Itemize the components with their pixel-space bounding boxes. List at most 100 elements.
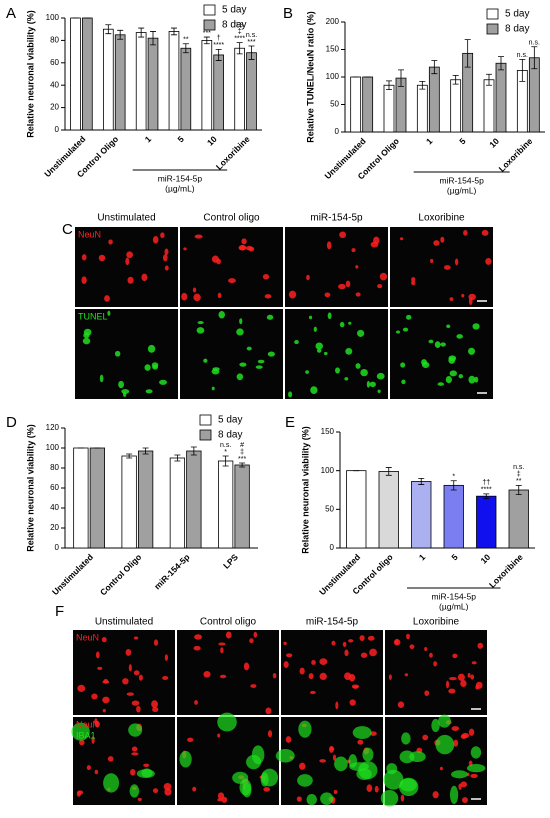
micrograph bbox=[75, 309, 178, 399]
cell bbox=[296, 796, 302, 802]
error-bar bbox=[105, 24, 112, 35]
cell bbox=[468, 297, 473, 305]
cell bbox=[82, 337, 91, 345]
error-bar bbox=[531, 46, 538, 70]
cell bbox=[297, 774, 313, 787]
legend-swatch bbox=[203, 19, 216, 31]
cell bbox=[335, 367, 340, 374]
group-unit: (µg/mL) bbox=[439, 601, 469, 611]
cell bbox=[395, 638, 399, 645]
x-tick-label: 10 bbox=[478, 552, 492, 566]
cell bbox=[91, 736, 95, 744]
x-tick-label: 5 bbox=[176, 134, 187, 145]
cell bbox=[366, 784, 373, 793]
cell bbox=[324, 292, 331, 298]
cell bbox=[221, 796, 228, 803]
bar bbox=[476, 495, 497, 549]
column-label: Unstimulated bbox=[95, 617, 153, 628]
x-tick-label: 10 bbox=[205, 134, 219, 148]
error-bar bbox=[126, 453, 133, 459]
cell bbox=[103, 773, 120, 793]
cell bbox=[131, 752, 139, 756]
cell bbox=[194, 234, 203, 239]
y-tick-label: 50 bbox=[325, 504, 334, 513]
cell bbox=[400, 794, 405, 802]
cell bbox=[411, 276, 416, 283]
cell bbox=[429, 652, 433, 658]
cell bbox=[399, 237, 404, 241]
cell bbox=[399, 750, 415, 764]
column-label: miR-154-5p bbox=[310, 213, 363, 224]
cell bbox=[102, 680, 110, 684]
cell bbox=[192, 287, 197, 293]
cell bbox=[253, 631, 258, 638]
y-tick-label: 100 bbox=[46, 13, 60, 22]
bar bbox=[137, 450, 154, 549]
bar bbox=[73, 447, 89, 549]
cell bbox=[468, 375, 476, 384]
error-bar bbox=[117, 29, 124, 40]
micrograph bbox=[73, 630, 175, 715]
cell bbox=[334, 756, 348, 772]
cell bbox=[342, 641, 347, 647]
cell bbox=[369, 381, 376, 388]
cell bbox=[193, 293, 201, 302]
cell bbox=[225, 631, 232, 639]
cell bbox=[192, 786, 197, 792]
cell bbox=[344, 672, 352, 680]
legend-label: 5 day bbox=[218, 415, 242, 426]
cell bbox=[467, 673, 471, 678]
column-label: Unstimulated bbox=[97, 213, 155, 224]
cell bbox=[329, 745, 334, 753]
cell bbox=[239, 244, 246, 251]
cell bbox=[319, 672, 327, 681]
x-tick-label: 10 bbox=[487, 136, 501, 150]
cell bbox=[108, 239, 113, 245]
cell bbox=[196, 327, 205, 334]
cell bbox=[133, 636, 139, 640]
cell bbox=[309, 690, 316, 695]
bar bbox=[362, 76, 374, 133]
legend-label: 8 day bbox=[218, 430, 242, 441]
bar bbox=[168, 31, 180, 131]
cell bbox=[460, 679, 467, 687]
cell bbox=[94, 769, 99, 775]
error-bar bbox=[385, 467, 392, 476]
cell bbox=[152, 707, 159, 713]
cell bbox=[265, 707, 272, 715]
cell bbox=[179, 750, 192, 768]
cell bbox=[313, 326, 317, 332]
panel-label: D bbox=[6, 414, 17, 431]
cell bbox=[118, 380, 124, 389]
cell bbox=[451, 726, 460, 732]
significance-label: *** bbox=[247, 39, 255, 46]
cell bbox=[121, 389, 130, 394]
cell bbox=[377, 389, 381, 393]
cell bbox=[283, 641, 287, 646]
x-tick-label: Loxoribine bbox=[487, 552, 525, 590]
significance-label: n.s. bbox=[234, 21, 245, 28]
cell bbox=[104, 295, 110, 302]
x-tick-label: Control Oligo bbox=[98, 552, 143, 597]
cell bbox=[217, 798, 222, 802]
cell bbox=[77, 684, 86, 692]
panel-label: A bbox=[6, 5, 16, 22]
cell bbox=[246, 754, 262, 770]
bar bbox=[234, 464, 250, 549]
cell bbox=[128, 664, 132, 672]
cell bbox=[266, 314, 274, 320]
cell bbox=[257, 359, 265, 364]
cell bbox=[241, 238, 247, 245]
bar bbox=[428, 66, 440, 133]
cell bbox=[79, 739, 85, 746]
cell bbox=[267, 351, 275, 357]
cell bbox=[327, 312, 332, 320]
cell bbox=[147, 344, 156, 353]
y-axis-label: Relative TUNEL/NeuN ratio (%) bbox=[305, 11, 315, 143]
cell bbox=[243, 662, 250, 671]
cell bbox=[374, 785, 379, 793]
cell bbox=[164, 248, 169, 256]
cell bbox=[332, 754, 337, 761]
cell bbox=[348, 639, 354, 643]
bar bbox=[147, 37, 159, 131]
